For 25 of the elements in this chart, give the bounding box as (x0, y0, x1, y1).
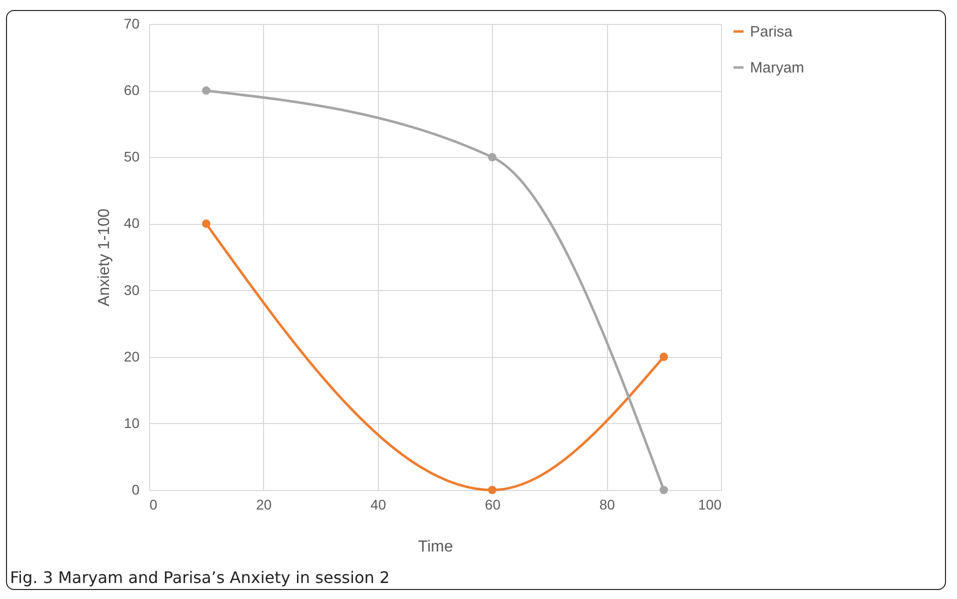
x-tick-label: 20 (256, 496, 272, 512)
caption: Fig. 3 Maryam and Parisa’s Anxiety in session 2 (10, 568, 390, 587)
y-tick-label: 40 (124, 215, 140, 232)
point (660, 352, 668, 362)
legend-label: Maryam (750, 60, 804, 76)
point (488, 486, 496, 494)
y-tick-label: 30 (124, 282, 140, 298)
y-tick-label: 10 (124, 414, 140, 431)
legend-label: Parisa (750, 24, 794, 40)
x-tick-label: 100 (698, 496, 722, 512)
y-tick-label: 60 (124, 82, 140, 98)
y-tick-label: 20 (124, 348, 140, 364)
point (488, 152, 496, 162)
x-tick-label: 0 (150, 496, 158, 512)
x-axis-title: Time (418, 538, 454, 556)
y-tick-label: 70 (124, 16, 140, 32)
point (202, 220, 210, 228)
y-tick-label: 0 (132, 482, 140, 498)
y-tick-label: 50 (124, 148, 140, 165)
x-tick-label: 40 (370, 496, 386, 512)
y-axis-title: Anxiety 1-100 (96, 208, 113, 306)
point (660, 486, 668, 494)
x-tick-label: 80 (599, 496, 616, 512)
point (202, 86, 210, 95)
x-tick-label: 60 (484, 496, 501, 512)
